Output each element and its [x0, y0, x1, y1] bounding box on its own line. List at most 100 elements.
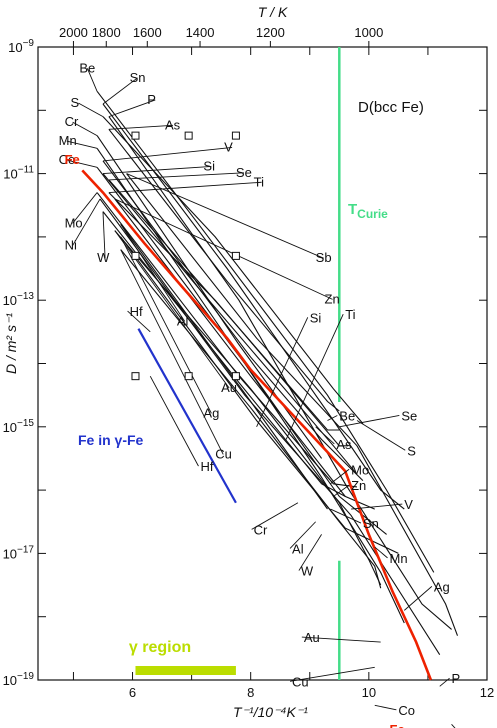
series-label-co: Co	[59, 152, 76, 167]
callout-line-p	[439, 677, 450, 687]
top-tick-label: 1600	[133, 25, 162, 40]
x-tick-label: 12	[480, 685, 494, 700]
x-tick-label: 8	[247, 685, 254, 700]
series-label-mn: Mn	[59, 133, 77, 148]
series-line-au	[114, 230, 382, 586]
series-leader-ni	[72, 198, 101, 246]
callout-line-ag	[403, 586, 433, 611]
callout-label-s: S	[407, 443, 416, 458]
curie-label: TCurie	[348, 201, 388, 221]
series-label-se: Se	[236, 165, 252, 180]
x-tick-label: 10	[362, 685, 376, 700]
series-label-s: S	[70, 95, 79, 110]
callout-label-ti: Ti	[345, 307, 355, 322]
y-tick-base: 10	[3, 673, 17, 688]
callout-label-sn: Sn	[363, 516, 379, 531]
y-tick-base: 10	[8, 40, 22, 55]
series-leader-p	[108, 99, 156, 118]
curie-label-sub: Curie	[357, 207, 388, 221]
curie-label-main: T	[348, 201, 357, 218]
callout-label-hf: Hf	[200, 459, 213, 474]
series-label-si: Si	[203, 158, 215, 173]
y-tick-base: 10	[3, 420, 17, 435]
series-line-mn	[96, 147, 387, 535]
callout-label-cr: Cr	[254, 522, 268, 537]
series-leader-se	[108, 172, 244, 181]
callout-label-v: V	[404, 497, 413, 512]
callout-line-mn	[374, 546, 388, 559]
series-leader-mo	[72, 192, 98, 224]
series-leader-cr	[72, 121, 98, 137]
series-line-co	[96, 166, 405, 624]
series-label-sb: Sb	[316, 250, 332, 265]
callout-line-w	[298, 534, 322, 571]
series-line-cu	[120, 249, 382, 589]
series-leader-ag	[120, 236, 212, 414]
callout-label-as: As	[336, 437, 352, 452]
series-label-as: As	[165, 117, 181, 132]
series-label-au: Au	[221, 380, 237, 395]
top-tick-label: 1800	[92, 25, 121, 40]
y-tick-label: 10−17	[3, 544, 35, 561]
callout-label-mo: Mo	[351, 462, 369, 477]
series-leader-co	[66, 159, 98, 168]
x-tick-label: 6	[129, 685, 136, 700]
top-tick-label: 1200	[256, 25, 285, 40]
callout-line-au	[301, 636, 381, 643]
callout-line-sn	[330, 508, 362, 524]
callout-label-fe: Fe	[65, 152, 80, 167]
series-label-w: W	[97, 250, 110, 265]
top-axis-label: T / K	[258, 4, 288, 20]
series-leader-be	[86, 68, 98, 92]
y-tick-exponent: −13	[17, 291, 34, 302]
plot-label: D(bcc Fe)	[358, 99, 424, 116]
x-axis-label: T⁻¹/10⁻⁴K⁻¹	[233, 704, 308, 720]
callout-label-p: P	[452, 671, 461, 686]
series-label-cr: Cr	[65, 114, 79, 129]
callout-label-mn: Mn	[390, 551, 408, 566]
data-marker	[131, 251, 140, 260]
y-tick-label: 10−11	[3, 165, 34, 182]
top-tick-label: 2000	[59, 25, 88, 40]
y-tick-base: 10	[3, 167, 17, 182]
series-label-be: Be	[79, 60, 95, 75]
series-line-ag	[120, 236, 399, 554]
callout-line-s	[356, 420, 406, 451]
callout-line-v	[351, 503, 403, 510]
callout-label-hf: Hf	[130, 304, 143, 319]
series-line-p	[108, 116, 452, 630]
gamma-region-label: γ region	[129, 639, 191, 656]
callout-line-mo	[330, 468, 350, 485]
series-line-si	[102, 173, 358, 475]
callout-line-zn	[333, 484, 350, 497]
callout-line-si	[256, 317, 309, 427]
y-tick-label: 10−9	[8, 38, 34, 55]
series-leader-mn	[66, 140, 98, 149]
y-tick-exponent: −11	[18, 165, 35, 176]
series-line-ni	[99, 198, 441, 655]
series-line-ti	[108, 192, 349, 447]
callout-label-fe: Fe	[390, 722, 405, 728]
labels-layer: D(bcc Fe) TCurie γ region Fe in γ-Fe Be Sn S P C…	[59, 60, 461, 728]
fe-self-line	[81, 169, 433, 681]
callout-label-be: Be	[339, 408, 355, 423]
callout-line-sb	[451, 724, 456, 728]
series-label-mo: Mo	[65, 215, 83, 230]
y-tick-exponent: −9	[23, 38, 35, 49]
y-tick-exponent: −15	[17, 418, 34, 429]
callout-label-w: W	[301, 564, 314, 579]
callout-line-as	[315, 426, 335, 445]
fe-in-gamma-line	[137, 328, 237, 504]
data-marker	[184, 131, 193, 140]
series-leader-v	[102, 146, 233, 162]
series-leader-sb	[126, 173, 324, 259]
series-label-p: P	[147, 92, 156, 107]
callout-line-co	[374, 704, 397, 711]
data-marker	[131, 131, 140, 140]
callout-line-se	[339, 415, 400, 428]
data-marker	[231, 372, 240, 381]
series-leader-al	[120, 223, 186, 322]
y-tick-label: 10−19	[3, 671, 35, 688]
series-label-al: Al	[177, 314, 189, 329]
series-leader-as	[108, 124, 174, 130]
